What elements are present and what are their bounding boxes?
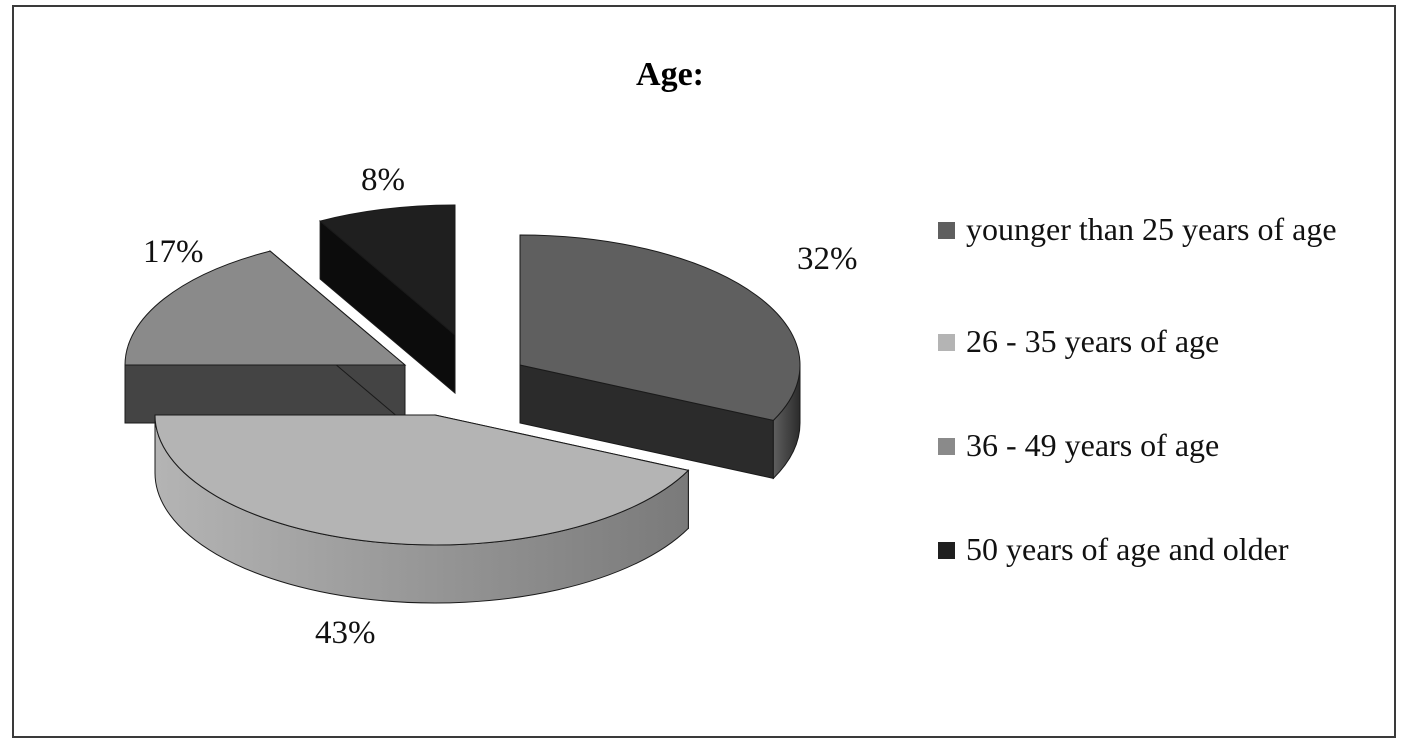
legend-label: 36 - 49 years of age	[966, 427, 1220, 463]
data-label-2: 43%	[315, 615, 376, 651]
pie-slice-top-4	[319, 204, 456, 337]
legend-item-4: 50 years of age and older	[938, 528, 1371, 570]
legend-label: 26 - 35 years of age	[966, 323, 1220, 359]
data-label-3: 17%	[143, 234, 204, 270]
data-label-1: 32%	[797, 241, 858, 277]
pie-slice-2	[154, 414, 690, 604]
data-label-4: 8%	[361, 162, 405, 198]
chart-title: Age:	[636, 56, 704, 93]
pie-slice-top-3	[124, 250, 407, 366]
legend-label: 50 years of age and older	[966, 531, 1289, 567]
pie-slice-top-2	[154, 414, 690, 546]
pie-slice-1	[519, 234, 801, 480]
legend-item-1: younger than 25 years of age	[938, 208, 1371, 250]
legend-swatch	[938, 334, 955, 351]
legend-swatch	[938, 222, 955, 239]
legend-label: younger than 25 years of age	[966, 211, 1337, 247]
legend-item-2: 26 - 35 years of age	[938, 320, 1371, 362]
legend-swatch	[938, 542, 955, 559]
legend-swatch	[938, 438, 955, 455]
pie-slice-3	[124, 250, 407, 425]
legend-item-3: 36 - 49 years of age	[938, 424, 1371, 466]
pie-slice-top-1	[519, 234, 801, 421]
pie-slice-4	[319, 204, 456, 395]
